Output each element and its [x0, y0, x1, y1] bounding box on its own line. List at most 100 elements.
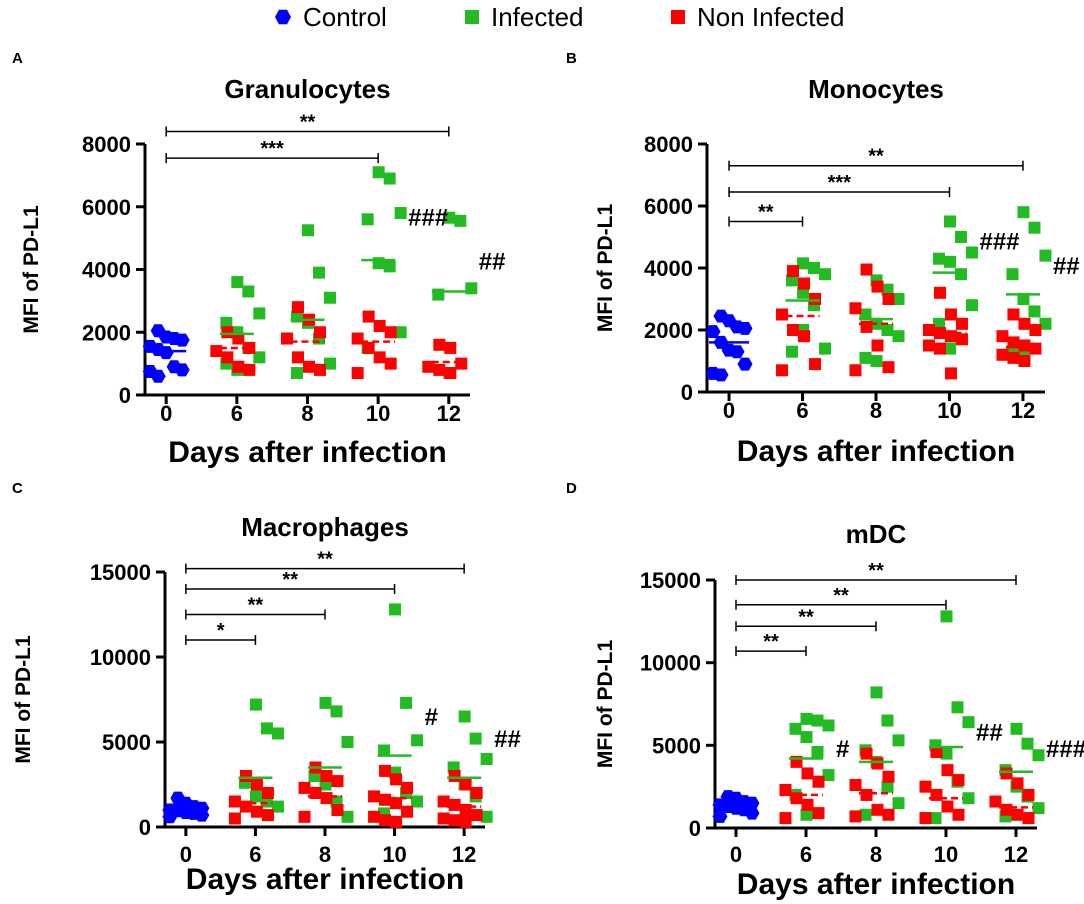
control-data-point: [729, 345, 745, 359]
infected-data-point: [892, 734, 905, 747]
non-infected-data-point: [448, 770, 461, 782]
non-infected-data-point: [314, 363, 326, 376]
non-infected-data-point: [1000, 767, 1013, 780]
non-infected-data-point: [379, 764, 392, 777]
non-infected-data-point: [320, 770, 333, 782]
infected-data-point: [800, 731, 813, 744]
infected-data-point: [811, 714, 824, 727]
infected-data-point: [220, 316, 233, 329]
x-tick-label: 12: [1011, 398, 1035, 423]
non-infected-data-point: [390, 773, 403, 786]
legend-item-infected: Infected: [465, 2, 584, 32]
x-tick-label: 8: [301, 401, 313, 426]
x-tick-label: 6: [796, 398, 808, 423]
x-tick-label: 6: [231, 401, 243, 426]
infected-data-point: [870, 355, 883, 367]
x-tick-label: 10: [934, 842, 958, 867]
significance-label: **: [798, 606, 814, 628]
non-infected-data-point: [812, 807, 825, 820]
x-tick-label: 0: [723, 398, 735, 423]
hash-annotation: ###: [979, 228, 1019, 255]
y-tick-label: 10000: [640, 651, 701, 676]
non-infected-data-point: [882, 770, 895, 783]
hash-annotation: ##: [494, 726, 521, 753]
non-infected-data-point: [801, 767, 814, 780]
infected-data-point: [1017, 293, 1030, 305]
non-infected-data-point: [919, 812, 932, 825]
infected-data-point: [271, 800, 284, 813]
non-infected-data-point: [243, 363, 256, 376]
control-data-point: [744, 806, 760, 820]
non-infected-data-point: [996, 330, 1009, 343]
non-infected-data-point: [292, 351, 304, 364]
infected-data-point: [291, 367, 303, 380]
non-infected-data-point: [448, 798, 461, 811]
infected-square-icon: [465, 10, 479, 24]
non-infected-data-point: [261, 787, 274, 799]
infected-data-point: [1032, 802, 1045, 815]
y-tick-label: 2000: [82, 320, 131, 345]
non-infected-data-point: [298, 810, 311, 823]
non-infected-data-point: [779, 812, 792, 825]
control-data-point: [737, 357, 753, 371]
infected-data-point: [383, 172, 396, 185]
y-tick-label: 0: [689, 816, 701, 841]
panel-letter-b: B: [566, 50, 577, 67]
control-data-point: [737, 322, 753, 335]
legend: Control Infected Non Infected: [0, 0, 1084, 36]
y-tick-label: 8000: [82, 132, 131, 157]
control-data-point: [150, 369, 166, 383]
x-tick-label: 8: [870, 398, 882, 423]
non-infected-data-point: [933, 327, 946, 340]
infected-data-point: [943, 255, 956, 268]
non-infected-data-point: [871, 757, 884, 770]
non-infected-data-point: [314, 326, 326, 339]
infected-data-point: [965, 299, 978, 312]
infected-data-point: [231, 276, 244, 289]
significance-label: ***: [828, 172, 852, 194]
infected-data-point: [411, 734, 424, 747]
infected-data-point: [1039, 249, 1052, 262]
non-infected-data-point: [351, 332, 364, 345]
infected-data-point: [943, 342, 956, 355]
non-infected-data-point: [331, 775, 344, 788]
infected-data-point: [1032, 749, 1045, 762]
non-infected-data-point: [849, 810, 862, 823]
non-infected-data-point: [331, 804, 344, 816]
infected-data-point: [789, 722, 802, 735]
infected-data-point: [1039, 317, 1052, 330]
non-infected-data-point: [779, 783, 792, 796]
non-infected-data-point: [320, 792, 333, 805]
y-tick-label: 15000: [90, 560, 151, 585]
non-infected-data-point: [812, 775, 825, 788]
non-infected-data-point: [860, 747, 873, 760]
infected-data-point: [443, 211, 456, 224]
non-infected-data-point: [882, 361, 895, 374]
non-infected-data-point: [401, 805, 414, 818]
non-infected-data-point: [955, 317, 968, 330]
legend-label-infected: Infected: [491, 1, 584, 32]
y-tick-label: 15000: [640, 568, 701, 593]
infected-data-point: [797, 257, 810, 270]
non-infected-data-point: [261, 809, 274, 822]
non-infected-data-point: [292, 301, 304, 314]
y-tick-label: 4000: [82, 258, 131, 283]
non-infected-data-point: [1007, 351, 1020, 364]
infected-data-point: [324, 357, 336, 370]
non-infected-data-point: [250, 778, 263, 791]
x-tick-label: 10: [937, 398, 961, 423]
non-infected-data-point: [860, 263, 873, 276]
non-infected-data-point: [955, 333, 968, 346]
non-infected-data-point: [1029, 342, 1042, 355]
x-tick-label: 6: [800, 842, 812, 867]
x-tick-label: 0: [160, 401, 172, 426]
y-axis-label: MFI of PD-L1: [20, 205, 43, 334]
non-infected-data-point: [919, 780, 932, 793]
non-infected-data-point: [798, 277, 811, 290]
x-axis-label: Days after infection: [168, 436, 446, 469]
non-infected-data-point: [922, 324, 935, 336]
infected-data-point: [929, 812, 942, 825]
non-infected-data-point: [243, 341, 256, 354]
infected-data-point: [1021, 737, 1034, 750]
